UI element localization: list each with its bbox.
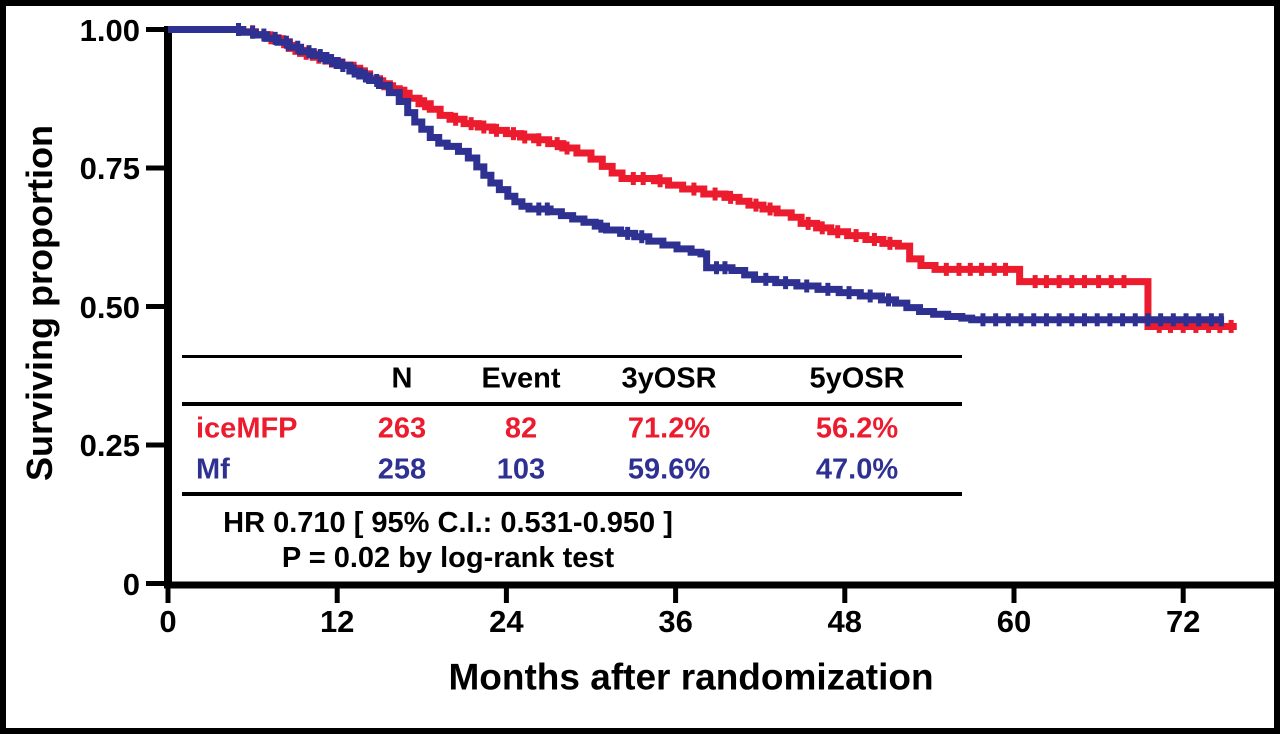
y-tick-label: 0.50 <box>79 289 140 325</box>
table-rule <box>182 355 962 358</box>
x-axis-title: Months after randomization <box>448 656 934 698</box>
table-cell: 56.2% <box>815 412 899 445</box>
hazard-ratio-text: HR 0.710 [ 95% C.I.: 0.531-0.950 ] <box>223 507 673 539</box>
table-rule <box>182 492 962 496</box>
table-cell: 263 <box>377 412 427 445</box>
pvalue-text: P = 0.02 by log-rank test <box>281 542 615 574</box>
table-cell: 47.0% <box>815 453 899 486</box>
table-header-3yOSR: 3yOSR <box>621 362 717 395</box>
x-tick-label: 36 <box>658 604 693 639</box>
y-tick-label: 0.75 <box>79 151 140 186</box>
table-row-label-Mf: Mf <box>196 453 230 486</box>
table-row-label-iceMFP: iceMFP <box>196 412 298 445</box>
x-tick-label: 12 <box>319 604 355 639</box>
x-tick-label: 72 <box>1165 604 1201 639</box>
survival-curve-Mf <box>168 26 1225 324</box>
stats-annotation: HR 0.710 [ 95% C.I.: 0.531-0.950 ] P = 0… <box>223 506 673 576</box>
table-header-5yOSR: 5yOSR <box>809 362 905 395</box>
table-cell: 258 <box>377 453 427 486</box>
table-rule <box>182 402 962 406</box>
x-tick-label: 24 <box>489 604 524 639</box>
table-header-N: N <box>391 362 413 395</box>
table-cell: 71.2% <box>627 412 711 445</box>
table-cell: 59.6% <box>627 453 711 486</box>
table-cell: 103 <box>496 453 546 486</box>
survival-curve-iceMFP <box>168 26 1237 330</box>
y-axis-title: Surviving proportion <box>19 125 60 481</box>
x-tick-label: 60 <box>996 604 1032 639</box>
table-header-Event: Event <box>481 362 561 395</box>
y-tick-label: 1.00 <box>79 12 140 48</box>
table-cell: 82 <box>504 412 538 445</box>
x-tick-label: 0 <box>159 604 177 639</box>
y-tick-label: 0 <box>122 566 140 602</box>
y-tick-label: 0.25 <box>79 428 140 463</box>
x-tick-label: 48 <box>827 604 863 639</box>
